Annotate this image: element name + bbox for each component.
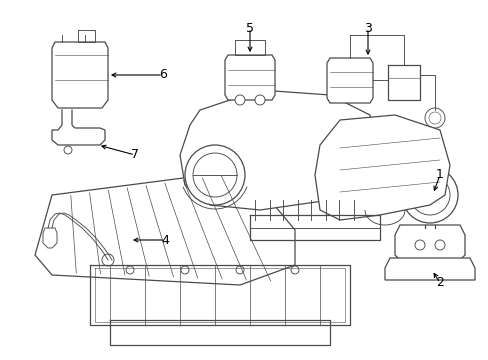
- Circle shape: [181, 266, 189, 274]
- Polygon shape: [52, 42, 108, 108]
- Circle shape: [290, 266, 298, 274]
- Circle shape: [102, 254, 114, 266]
- Circle shape: [126, 266, 134, 274]
- Polygon shape: [384, 258, 474, 280]
- Polygon shape: [35, 170, 294, 285]
- Text: 7: 7: [131, 148, 139, 162]
- Circle shape: [409, 175, 449, 215]
- Circle shape: [193, 153, 237, 197]
- Text: 4: 4: [161, 234, 168, 247]
- Circle shape: [424, 108, 444, 128]
- Circle shape: [64, 146, 72, 154]
- Text: 5: 5: [245, 22, 253, 35]
- Circle shape: [414, 240, 424, 250]
- Polygon shape: [224, 55, 274, 100]
- Circle shape: [236, 266, 244, 274]
- Text: 2: 2: [435, 276, 443, 289]
- Polygon shape: [43, 228, 57, 248]
- Polygon shape: [314, 115, 449, 220]
- Circle shape: [184, 145, 244, 205]
- Text: 3: 3: [364, 22, 371, 35]
- Polygon shape: [394, 225, 464, 265]
- Circle shape: [434, 240, 444, 250]
- Circle shape: [401, 167, 457, 223]
- Text: 1: 1: [435, 168, 443, 181]
- Text: 6: 6: [159, 68, 166, 81]
- Circle shape: [254, 95, 264, 105]
- Polygon shape: [180, 90, 379, 210]
- Polygon shape: [326, 58, 372, 103]
- Circle shape: [428, 112, 440, 124]
- Circle shape: [235, 95, 244, 105]
